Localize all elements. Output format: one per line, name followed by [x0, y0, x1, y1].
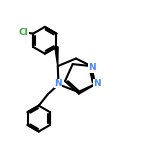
Polygon shape — [55, 47, 58, 66]
Text: N: N — [54, 79, 62, 88]
Text: N: N — [93, 79, 101, 88]
Text: N: N — [88, 63, 96, 73]
Text: N: N — [89, 63, 96, 72]
Text: Cl: Cl — [19, 28, 29, 37]
